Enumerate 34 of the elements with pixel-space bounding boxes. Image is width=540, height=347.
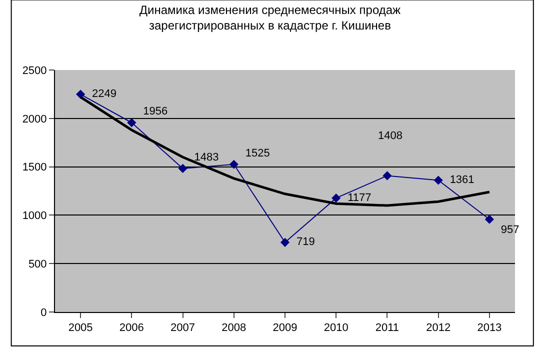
- data-label: 1361: [444, 174, 474, 186]
- x-tick-label: 2005: [68, 322, 93, 334]
- point: [484, 214, 494, 224]
- y-tick-label: 2500: [22, 64, 47, 77]
- x-tick-label: 2010: [324, 322, 348, 334]
- data-label: 1956: [137, 106, 168, 118]
- point: [178, 164, 188, 173]
- x-tick-label: 2007: [170, 322, 196, 334]
- x-tick-label: 2012: [426, 322, 451, 334]
- y-tick-label: 1000: [22, 210, 47, 222]
- y-tick-label: 500: [28, 258, 47, 270]
- data-label: 1177: [341, 192, 372, 204]
- data-label: 957: [494, 224, 520, 236]
- y-tick-label: 2000: [22, 113, 47, 126]
- chart-title: Динамика изменения среднемесячных продаж зарегистрированных в кадастре г. Кишинев: [139, 2, 401, 32]
- point: [229, 160, 238, 169]
- point: [127, 118, 136, 128]
- x-tick-label: 2006: [119, 322, 144, 334]
- x-tick-label: 2008: [222, 322, 246, 334]
- point: [76, 90, 86, 99]
- data-label: 719: [290, 236, 315, 248]
- x-tick-label: 2009: [272, 322, 298, 334]
- data-label: 1483: [188, 151, 219, 164]
- y-tick-label: 1500: [22, 162, 47, 174]
- data-label: 1408: [372, 130, 403, 142]
- x-tick-label: 2013: [477, 322, 502, 334]
- point: [382, 171, 392, 180]
- point: [434, 176, 443, 185]
- y-tick-label: 0: [40, 306, 47, 319]
- x-tick-label: 2011: [375, 322, 400, 334]
- point: [332, 194, 341, 203]
- data-label: 1525: [239, 147, 270, 160]
- point: [280, 238, 290, 247]
- data-label: 2249: [86, 88, 117, 100]
